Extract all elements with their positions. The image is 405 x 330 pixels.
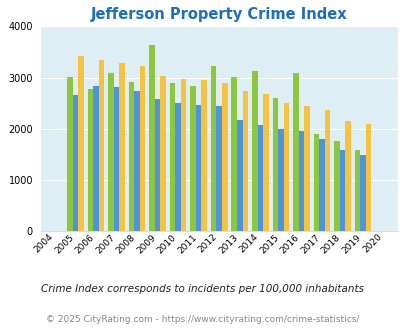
Bar bbox=[149, 45, 154, 231]
Bar bbox=[333, 142, 339, 231]
Bar bbox=[196, 105, 201, 231]
Bar bbox=[67, 77, 72, 231]
Bar bbox=[222, 83, 227, 231]
Bar bbox=[113, 87, 119, 231]
Bar bbox=[272, 98, 277, 231]
Bar bbox=[72, 95, 78, 231]
Bar bbox=[119, 63, 125, 231]
Bar bbox=[128, 82, 134, 231]
Bar bbox=[292, 73, 298, 231]
Bar bbox=[190, 86, 196, 231]
Bar bbox=[169, 83, 175, 231]
Bar bbox=[262, 94, 268, 231]
Bar bbox=[78, 56, 83, 231]
Title: Jefferson Property Crime Index: Jefferson Property Crime Index bbox=[91, 8, 347, 22]
Text: © 2025 CityRating.com - https://www.cityrating.com/crime-statistics/: © 2025 CityRating.com - https://www.city… bbox=[46, 315, 359, 324]
Bar bbox=[257, 125, 262, 231]
Bar bbox=[313, 134, 318, 231]
Bar bbox=[359, 155, 365, 231]
Bar bbox=[175, 103, 181, 231]
Bar bbox=[324, 110, 329, 231]
Bar bbox=[365, 124, 371, 231]
Bar bbox=[252, 71, 257, 231]
Bar bbox=[354, 150, 359, 231]
Bar bbox=[303, 106, 309, 231]
Bar bbox=[277, 129, 283, 231]
Bar bbox=[237, 120, 242, 231]
Bar bbox=[181, 79, 186, 231]
Bar bbox=[283, 103, 288, 231]
Bar bbox=[211, 66, 216, 231]
Text: Crime Index corresponds to incidents per 100,000 inhabitants: Crime Index corresponds to incidents per… bbox=[41, 284, 364, 294]
Bar bbox=[140, 66, 145, 231]
Bar bbox=[231, 77, 237, 231]
Bar bbox=[298, 131, 303, 231]
Bar bbox=[98, 60, 104, 231]
Bar bbox=[344, 120, 350, 231]
Bar bbox=[134, 91, 140, 231]
Bar bbox=[216, 106, 222, 231]
Bar bbox=[154, 99, 160, 231]
Bar bbox=[318, 139, 324, 231]
Bar bbox=[93, 86, 98, 231]
Bar bbox=[242, 91, 247, 231]
Bar bbox=[108, 74, 113, 231]
Bar bbox=[160, 76, 166, 231]
Bar bbox=[87, 89, 93, 231]
Bar bbox=[201, 80, 207, 231]
Bar bbox=[339, 150, 344, 231]
